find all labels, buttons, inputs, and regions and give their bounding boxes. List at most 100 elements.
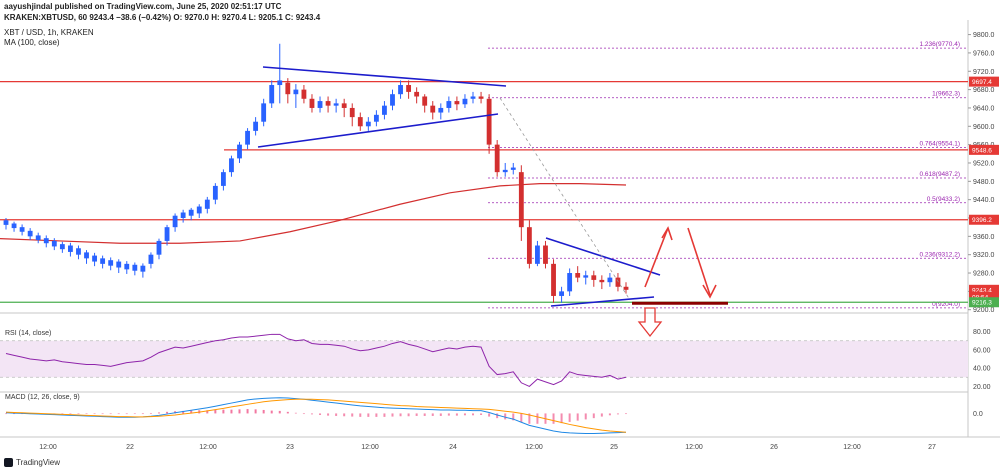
trendline-0 — [262, 66, 507, 87]
macd-histogram-bar — [463, 413, 466, 416]
macd-histogram-bar — [182, 410, 185, 414]
candle-body — [543, 245, 548, 264]
rsi-line — [5, 333, 627, 388]
y-tick-label: 9480.0 — [973, 179, 995, 186]
macd-histogram-bar — [77, 413, 80, 415]
candle-body — [27, 230, 33, 237]
candle-body — [357, 117, 363, 127]
price-tag-label: 9216.3 — [972, 300, 992, 307]
x-tick-label: 25 — [610, 444, 618, 451]
tradingview-brand: TradingView — [16, 458, 61, 467]
macd-histogram-bar — [431, 413, 434, 416]
macd-histogram-bar — [592, 413, 595, 419]
candle-body — [623, 286, 629, 290]
macd-histogram-bar — [254, 409, 257, 414]
tradingview-icon — [4, 458, 13, 467]
candle-body — [253, 121, 259, 131]
candle-body — [438, 107, 444, 113]
rsi-axis-label: 40.00 — [973, 366, 991, 373]
macd-histogram-bar — [109, 413, 112, 415]
macd-histogram-bar — [319, 413, 322, 415]
candle-body — [333, 103, 339, 106]
rsi-axis-label: 20.00 — [973, 384, 991, 391]
macd-histogram-bar — [423, 413, 426, 416]
macd-histogram-bar — [625, 413, 627, 415]
macd-histogram-bar — [222, 409, 225, 414]
trendline-1 — [257, 113, 499, 148]
macd-histogram-bar — [125, 413, 128, 415]
macd-histogram-bar — [5, 413, 7, 415]
ma-legend: MA (100, close) — [4, 38, 60, 47]
y-tick-label: 9600.0 — [973, 124, 995, 131]
macd-histogram-bar — [93, 413, 96, 415]
macd-histogram-bar — [133, 413, 136, 415]
candle-body — [19, 227, 25, 232]
candle-body — [212, 185, 218, 200]
candle-body — [132, 264, 138, 271]
x-tick-label: 22 — [126, 444, 134, 451]
macd-histogram-bar — [375, 413, 378, 417]
macd-histogram-bar — [608, 413, 611, 416]
candle-body — [3, 220, 9, 225]
candle-body — [615, 277, 621, 287]
ticker-line: KRAKEN:XBTUSD, 60 9243.4 −38.6 (−0.42%) … — [4, 13, 321, 22]
candle-body — [140, 265, 146, 272]
macd-histogram-bar — [504, 413, 507, 420]
price-tag-label: 9548.6 — [972, 147, 992, 154]
macd-histogram-bar — [536, 413, 539, 424]
macd-label: MACD (12, 26, close, 9) — [5, 394, 80, 401]
macd-histogram-bar — [13, 413, 16, 415]
macd-histogram-bar — [270, 410, 273, 414]
candle-body — [494, 144, 500, 173]
candle-body — [43, 238, 49, 244]
macd-histogram-bar — [61, 413, 64, 415]
macd-axis-label: 0.0 — [973, 411, 983, 418]
candle-body — [92, 255, 97, 262]
macd-histogram-bar — [117, 413, 120, 415]
candle-body — [373, 114, 379, 122]
x-tick-label: 12:00 — [199, 444, 217, 451]
macd-histogram-bar — [568, 413, 571, 422]
candle-body — [599, 279, 605, 283]
candle-body — [454, 101, 460, 105]
y-tick-label: 9640.0 — [973, 105, 995, 112]
macd-histogram-bar — [383, 413, 386, 417]
macd-histogram-bar — [552, 413, 555, 424]
macd-histogram-bar — [600, 413, 603, 417]
candle-body — [229, 158, 234, 173]
macd-histogram-bar — [359, 413, 362, 417]
candle-body — [35, 235, 41, 241]
price-tag-box — [969, 214, 999, 225]
candle-body — [510, 167, 516, 170]
price-tag-box — [969, 144, 999, 155]
candle-body — [164, 227, 170, 241]
trendline-3 — [550, 296, 655, 307]
candle-body — [349, 107, 355, 118]
macd-histogram-bar — [343, 413, 346, 417]
candle-body — [414, 91, 420, 97]
y-tick-label: 9200.0 — [973, 307, 995, 314]
macd-histogram-bar — [310, 413, 313, 415]
candle-body — [84, 252, 89, 259]
x-tick-label: 12:00 — [361, 444, 379, 451]
moving-average-line — [0, 183, 627, 244]
fib-level-label: 0.5(9433.2) — [927, 196, 960, 203]
macd-histogram-bar — [327, 413, 330, 416]
breakdown-hollow-arrow — [637, 307, 663, 338]
y-tick-label: 9280.0 — [973, 271, 995, 278]
candle-body — [245, 130, 250, 145]
fib-level-label: 1.236(9770.4) — [920, 41, 960, 48]
tradingview-logo[interactable]: TradingView — [4, 458, 60, 467]
x-tick-label: 12:00 — [843, 444, 861, 451]
macd-histogram-bar — [488, 413, 491, 417]
macd-histogram-bar — [101, 413, 104, 415]
candle-body — [382, 105, 387, 115]
x-tick-label: 12:00 — [685, 444, 703, 451]
candle-body — [430, 105, 436, 113]
candle-body — [478, 96, 484, 99]
x-tick-label: 12:00 — [525, 444, 543, 451]
macd-histogram-bar — [447, 413, 450, 416]
down-arrow-line — [687, 227, 711, 296]
up-arrow-line — [644, 227, 669, 288]
